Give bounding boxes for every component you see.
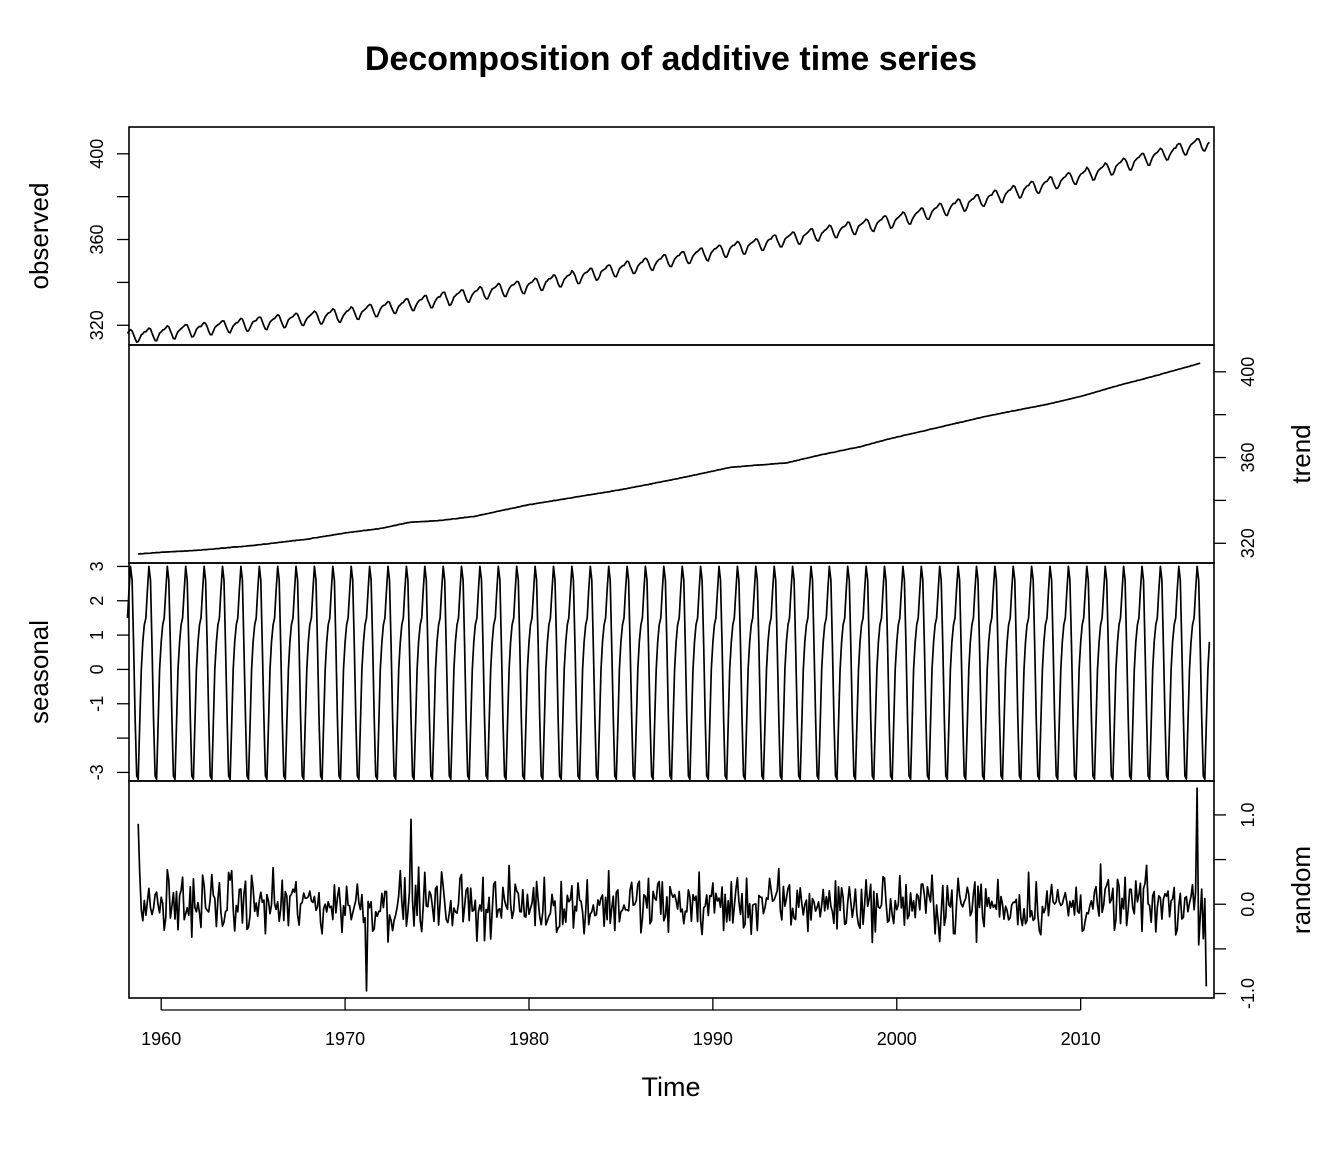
random-frame	[128, 780, 1215, 999]
observed-frame	[128, 126, 1215, 346]
observed-ytick-label: 360	[87, 225, 107, 255]
trend-ytick-label: 400	[1238, 357, 1258, 387]
x-tick-label: 2000	[877, 1029, 917, 1049]
seasonal-ylabel: seasonal	[24, 620, 54, 724]
trend-frame	[128, 344, 1215, 564]
seasonal-ytick-label: 3	[87, 561, 107, 571]
seasonal-ytick-label: 1	[87, 630, 107, 640]
x-tick-label: 2010	[1061, 1029, 1101, 1049]
seasonal-series-line	[126, 565, 1211, 781]
trend-ylabel: trend	[1286, 424, 1316, 483]
x-axis-label: Time	[642, 1072, 701, 1102]
x-tick-label: 1970	[325, 1029, 365, 1049]
chart-title: Decomposition of additive time series	[365, 40, 977, 78]
panel-seasonal: seasonal -3 -1 0 1 2 3	[24, 561, 1215, 782]
trend-ytick-label: 320	[1238, 528, 1258, 558]
x-tick-label: 1980	[509, 1029, 549, 1049]
seasonal-ytick-label: -1	[87, 696, 107, 712]
observed-series-line	[126, 137, 1210, 343]
observed-ytick-label: 320	[87, 310, 107, 340]
random-ytick-label: 1.0	[1238, 802, 1258, 827]
trend-ytick-label: 360	[1238, 443, 1258, 473]
panel-observed: observed 320 360 400	[24, 126, 1215, 346]
x-tick-label: 1990	[693, 1029, 733, 1049]
panel-random: random -1.0 0.0 1.0	[128, 780, 1316, 1009]
observed-ylabel: observed	[24, 183, 54, 290]
random-series-line	[137, 787, 1208, 992]
x-tick-label: 1960	[141, 1029, 181, 1049]
trend-series-line	[138, 362, 1201, 555]
observed-ytick-label: 400	[87, 139, 107, 169]
seasonal-ytick-label: -3	[87, 764, 107, 780]
seasonal-ytick-label: 0	[87, 664, 107, 674]
panel-trend: trend 320 360 400	[128, 344, 1316, 564]
seasonal-ytick-label: 2	[87, 596, 107, 606]
x-axis: 1960 1970 1980 1990 2000 2010	[141, 998, 1101, 1049]
random-ytick-label: 0.0	[1238, 892, 1258, 917]
random-ytick-label: -1.0	[1238, 978, 1258, 1009]
random-ylabel: random	[1286, 846, 1316, 934]
